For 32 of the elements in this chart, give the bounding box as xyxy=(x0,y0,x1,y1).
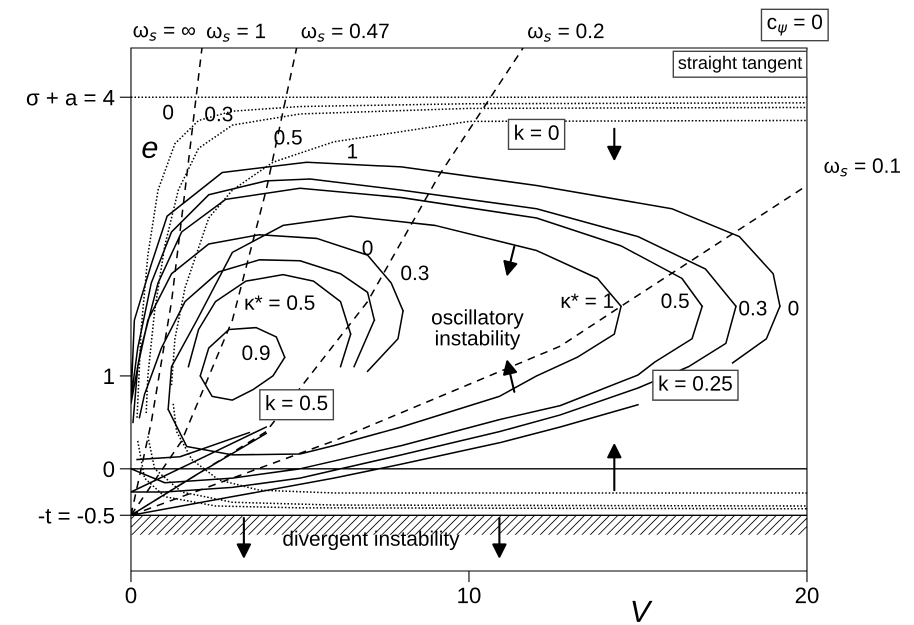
annotation: κ* = 0.5 xyxy=(245,295,314,310)
y-tick-label: 1 xyxy=(104,368,114,384)
annotation: oscillatory instability xyxy=(432,309,524,350)
annotation: 0.3 xyxy=(739,300,766,316)
x-tick-label: 0 xyxy=(126,588,136,604)
annotation: 0.3 xyxy=(401,266,428,280)
annotation: divergent instability xyxy=(283,530,460,550)
x-axis-title: V xyxy=(632,600,653,622)
annotation: k = 0.25 xyxy=(659,376,732,391)
text: c$_{ψ}$ = 0 xyxy=(768,14,822,36)
annotation: κ* = 1 xyxy=(562,294,614,308)
y-tick-label: -t = -0.5 xyxy=(38,508,114,524)
annotation: 0 xyxy=(163,104,174,120)
y-axis-title: e xyxy=(142,141,158,158)
annotation: k = 0.5 xyxy=(266,395,328,410)
annotation: 0.5 xyxy=(274,130,302,145)
x-tick-label: 20 xyxy=(796,588,818,604)
annotation: 0 xyxy=(788,300,798,316)
y-tick-label: 0 xyxy=(104,461,114,478)
y-tick-label: σ + a = 4 xyxy=(26,90,114,106)
annotation: ω$_{s}$ = 1 xyxy=(206,24,266,42)
annotation: 0.5 xyxy=(661,293,689,308)
annotation: 1 xyxy=(348,144,358,158)
annotation: 0 xyxy=(362,240,373,256)
annotation: ω$_{s}$ = 0.47 xyxy=(302,24,389,42)
annotation: ω$_{s}$ = 0.1 xyxy=(824,158,900,176)
annotation: ω$_{s}$ = 0.2 xyxy=(528,24,604,42)
annotation: straight tangent xyxy=(678,56,802,73)
x-tick-label: 10 xyxy=(458,588,480,604)
text: ω$_{s}$ = ∞ xyxy=(134,26,196,41)
annotation: k = 0 xyxy=(515,124,559,140)
annotation: 0.9 xyxy=(242,345,270,360)
